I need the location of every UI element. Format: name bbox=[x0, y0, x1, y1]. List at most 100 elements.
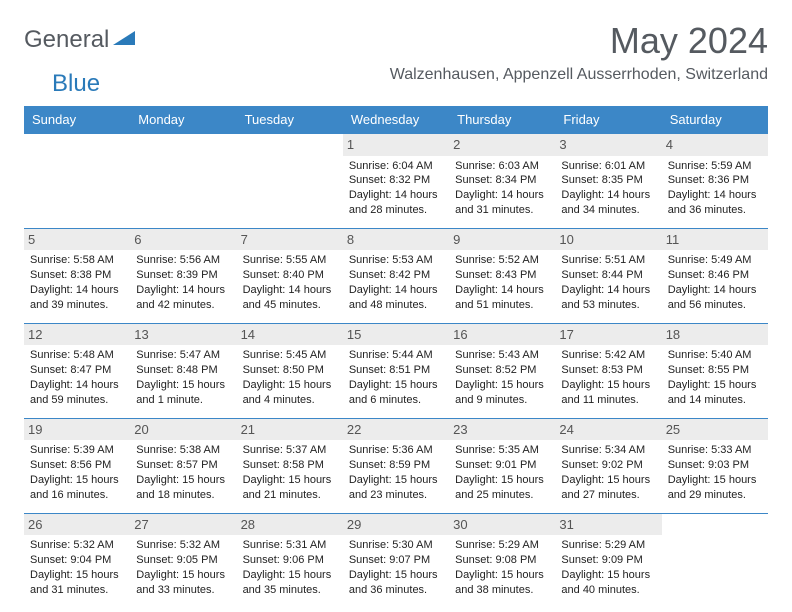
sunset-text: Sunset: 8:50 PM bbox=[243, 363, 337, 378]
sunrise-text: Sunrise: 5:44 AM bbox=[349, 348, 443, 363]
day-number: 21 bbox=[237, 419, 343, 441]
sunrise-text: Sunrise: 5:52 AM bbox=[455, 253, 549, 268]
calendar-cell: 14Sunrise: 5:45 AMSunset: 8:50 PMDayligh… bbox=[237, 323, 343, 418]
calendar-cell: 7Sunrise: 5:55 AMSunset: 8:40 PMDaylight… bbox=[237, 228, 343, 323]
sunrise-text: Sunrise: 5:55 AM bbox=[243, 253, 337, 268]
calendar-cell: 21Sunrise: 5:37 AMSunset: 8:58 PMDayligh… bbox=[237, 418, 343, 513]
sunrise-text: Sunrise: 6:01 AM bbox=[561, 159, 655, 174]
day-number: 2 bbox=[449, 134, 555, 156]
day-number: 23 bbox=[449, 419, 555, 441]
logo-triangle-icon bbox=[113, 29, 135, 52]
sunrise-text: Sunrise: 5:58 AM bbox=[30, 253, 124, 268]
sunrise-text: Sunrise: 5:56 AM bbox=[136, 253, 230, 268]
day-number: 29 bbox=[343, 514, 449, 536]
calendar-cell: 25Sunrise: 5:33 AMSunset: 9:03 PMDayligh… bbox=[662, 418, 768, 513]
calendar-cell: 24Sunrise: 5:34 AMSunset: 9:02 PMDayligh… bbox=[555, 418, 661, 513]
sunset-text: Sunset: 8:44 PM bbox=[561, 268, 655, 283]
sunset-text: Sunset: 8:56 PM bbox=[30, 458, 124, 473]
day-number: 10 bbox=[555, 229, 661, 251]
sunrise-text: Sunrise: 5:31 AM bbox=[243, 538, 337, 553]
weekday-header: Friday bbox=[555, 106, 661, 134]
calendar-cell: 3 Sunrise: 6:01 AMSunset: 8:35 PMDaylight… bbox=[555, 134, 661, 229]
sunrise-text: Sunrise: 5:32 AM bbox=[30, 538, 124, 553]
daylight-text: Daylight: 15 hours and 33 minutes. bbox=[136, 568, 230, 598]
calendar-cell: 5Sunrise: 5:58 AMSunset: 8:38 PMDaylight… bbox=[24, 228, 130, 323]
sunset-text: Sunset: 9:04 PM bbox=[30, 553, 124, 568]
sunset-text: Sunset: 9:03 PM bbox=[668, 458, 762, 473]
sunrise-text: Sunrise: 5:29 AM bbox=[455, 538, 549, 553]
sunset-text: Sunset: 8:55 PM bbox=[668, 363, 762, 378]
day-number: 24 bbox=[555, 419, 661, 441]
sunrise-text: Sunrise: 5:43 AM bbox=[455, 348, 549, 363]
daylight-text: Daylight: 15 hours and 21 minutes. bbox=[243, 473, 337, 503]
daylight-text: Daylight: 14 hours and 53 minutes. bbox=[561, 283, 655, 313]
calendar-body: 1Sunrise: 6:04 AMSunset: 8:32 PMDaylight… bbox=[24, 134, 768, 608]
sunrise-text: Sunrise: 5:29 AM bbox=[561, 538, 655, 553]
calendar-cell bbox=[237, 134, 343, 229]
sunrise-text: Sunrise: 5:35 AM bbox=[455, 443, 549, 458]
calendar-cell: 17Sunrise: 5:42 AMSunset: 8:53 PMDayligh… bbox=[555, 323, 661, 418]
calendar-cell: 31Sunrise: 5:29 AMSunset: 9:09 PMDayligh… bbox=[555, 513, 661, 607]
daylight-text: Daylight: 14 hours and 28 minutes. bbox=[349, 188, 443, 218]
sunset-text: Sunset: 8:51 PM bbox=[349, 363, 443, 378]
daylight-text: Daylight: 15 hours and 14 minutes. bbox=[668, 378, 762, 408]
day-number: 31 bbox=[555, 514, 661, 536]
day-number: 28 bbox=[237, 514, 343, 536]
sunrise-text: Sunrise: 6:04 AM bbox=[349, 159, 443, 174]
daylight-text: Daylight: 15 hours and 1 minute. bbox=[136, 378, 230, 408]
calendar-cell: 27Sunrise: 5:32 AMSunset: 9:05 PMDayligh… bbox=[130, 513, 236, 607]
daylight-text: Daylight: 15 hours and 23 minutes. bbox=[349, 473, 443, 503]
calendar-cell: 18Sunrise: 5:40 AMSunset: 8:55 PMDayligh… bbox=[662, 323, 768, 418]
calendar-cell bbox=[662, 513, 768, 607]
day-number: 27 bbox=[130, 514, 236, 536]
calendar-row: 5Sunrise: 5:58 AMSunset: 8:38 PMDaylight… bbox=[24, 228, 768, 323]
sunrise-text: Sunrise: 5:30 AM bbox=[349, 538, 443, 553]
calendar-cell: 10 Sunrise: 5:51 AMSunset: 8:44 PMDayligh… bbox=[555, 228, 661, 323]
logo-text-1: General bbox=[24, 26, 109, 54]
weekday-header: Sunday bbox=[24, 106, 130, 134]
logo-text-2: Blue bbox=[52, 70, 792, 98]
calendar-cell: 26Sunrise: 5:32 AMSunset: 9:04 PMDayligh… bbox=[24, 513, 130, 607]
calendar-row: 19 Sunrise: 5:39 AMSunset: 8:56 PM Dayligh… bbox=[24, 418, 768, 513]
day-number: 9 bbox=[449, 229, 555, 251]
day-number: 3 bbox=[555, 134, 661, 156]
calendar-cell bbox=[130, 134, 236, 229]
sunrise-text: Sunrise: 5:34 AM bbox=[561, 443, 655, 458]
sunset-text: Sunset: 8:48 PM bbox=[136, 363, 230, 378]
daylight-text: Daylight: 14 hours and 34 minutes. bbox=[561, 188, 655, 218]
weekday-header: Wednesday bbox=[343, 106, 449, 134]
weekday-header: Saturday bbox=[662, 106, 768, 134]
daylight-text: Daylight: 15 hours and 40 minutes. bbox=[561, 568, 655, 598]
sunrise-text: Sunrise: 5:37 AM bbox=[243, 443, 337, 458]
weekday-header: Monday bbox=[130, 106, 236, 134]
daylight-text: Daylight: 15 hours and 25 minutes. bbox=[455, 473, 549, 503]
calendar-cell: 28Sunrise: 5:31 AMSunset: 9:06 PMDayligh… bbox=[237, 513, 343, 607]
day-number: 15 bbox=[343, 324, 449, 346]
day-number: 19 bbox=[24, 419, 130, 441]
sunrise-text: Sunrise: 5:39 AM bbox=[30, 443, 124, 458]
sunset-text: Sunset: 8:35 PM bbox=[561, 173, 655, 188]
calendar-cell: 22Sunrise: 5:36 AMSunset: 8:59 PMDayligh… bbox=[343, 418, 449, 513]
sunset-text: Sunset: 8:34 PM bbox=[455, 173, 549, 188]
sunset-text: Sunset: 9:08 PM bbox=[455, 553, 549, 568]
day-number: 7 bbox=[237, 229, 343, 251]
sunset-text: Sunset: 9:07 PM bbox=[349, 553, 443, 568]
sunset-text: Sunset: 8:38 PM bbox=[30, 268, 124, 283]
sunset-text: Sunset: 8:59 PM bbox=[349, 458, 443, 473]
sunrise-text: Sunrise: 5:51 AM bbox=[561, 253, 655, 268]
calendar-cell: 29Sunrise: 5:30 AMSunset: 9:07 PMDayligh… bbox=[343, 513, 449, 607]
calendar-row: 26Sunrise: 5:32 AMSunset: 9:04 PMDayligh… bbox=[24, 513, 768, 607]
calendar-cell: 19Sunrise: 5:39 AMSunset: 8:56 PMDayligh… bbox=[24, 418, 130, 513]
daylight-text: Daylight: 14 hours and 36 minutes. bbox=[668, 188, 762, 218]
calendar-cell: 9Sunrise: 5:52 AMSunset: 8:43 PMDaylight… bbox=[449, 228, 555, 323]
calendar-cell: 16Sunrise: 5:43 AMSunset: 8:52 PMDayligh… bbox=[449, 323, 555, 418]
calendar-row: 1Sunrise: 6:04 AMSunset: 8:32 PMDaylight… bbox=[24, 134, 768, 229]
sunset-text: Sunset: 8:46 PM bbox=[668, 268, 762, 283]
calendar-cell: 1Sunrise: 6:04 AMSunset: 8:32 PMDaylight… bbox=[343, 134, 449, 229]
month-title: May 2024 bbox=[390, 20, 768, 62]
daylight-text: Daylight: 15 hours and 35 minutes. bbox=[243, 568, 337, 598]
calendar-cell: 15Sunrise: 5:44 AMSunset: 8:51 PMDayligh… bbox=[343, 323, 449, 418]
weekday-header-row: Sunday Monday Tuesday Wednesday Thursday… bbox=[24, 106, 768, 134]
daylight-text: Daylight: 15 hours and 31 minutes. bbox=[30, 568, 124, 598]
day-number: 14 bbox=[237, 324, 343, 346]
